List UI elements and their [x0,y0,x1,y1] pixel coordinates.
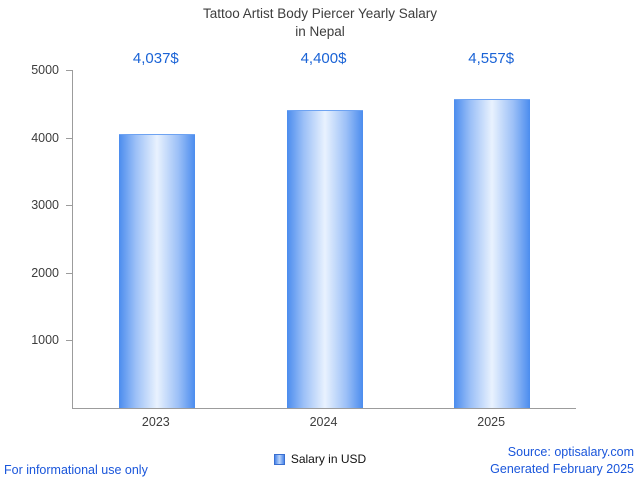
bar-slot [73,70,241,408]
x-axis-label: 2023 [141,415,170,429]
value-label: 4,400$ [300,50,347,67]
source-link[interactable]: Source: optisalary.com [507,445,634,460]
chart-title-line1: Tattoo Artist Body Piercer Yearly Salary [202,6,438,21]
bar-2023 [118,134,195,408]
generated-date: Generated February 2025 [490,462,634,477]
disclaimer-text: For informational use only [4,463,148,477]
x-axis-label: 2025 [477,415,506,429]
chart-title-line2: in Nepal [295,23,345,39]
plot-area [72,70,576,409]
chart-title: Tattoo Artist Body Piercer Yearly Salary… [0,5,640,40]
legend-label: Salary in USD [290,452,367,466]
value-label: 4,037$ [132,50,179,67]
y-axis-label: 3000 [31,198,59,213]
bar-2025 [454,98,531,408]
y-axis-label: 1000 [31,333,59,348]
y-axis-label: 2000 [31,265,59,280]
y-axis-label: 5000 [31,63,59,77]
value-label: 4,557$ [468,50,515,67]
bar-slot [408,70,576,408]
value-labels-row: 4,037$ 4,400$ 4,557$ [72,50,575,67]
chart-legend: Salary in USD [0,452,640,466]
x-axis-labels: 2023 2024 2025 [72,415,575,429]
legend-swatch-icon [273,453,285,465]
source-block: Source: optisalary.com Generated Februar… [490,444,634,478]
bar-2024 [286,109,363,408]
x-axis-label: 2024 [309,415,338,429]
y-axis-label: 4000 [31,130,59,145]
y-axis: 1000 2000 3000 4000 5000 [0,63,66,408]
bar-slot [241,70,409,408]
